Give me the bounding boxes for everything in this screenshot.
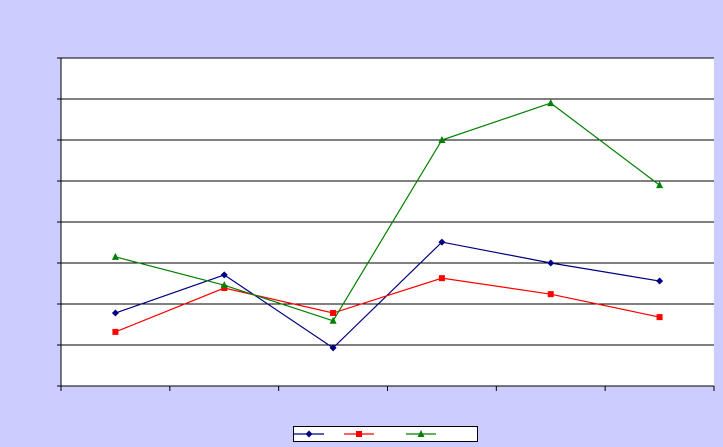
marker [438,238,446,246]
marker [438,136,446,143]
marker [220,281,228,289]
marker [438,275,445,282]
legend-marker [417,430,425,437]
series-line [115,102,660,322]
marker [656,181,664,189]
marker [111,309,119,317]
legend-box [293,426,478,442]
marker [112,328,119,335]
legend [293,426,478,442]
marker [547,259,555,267]
marker [111,252,119,260]
marker [547,291,554,298]
marker [329,316,337,324]
marker [329,344,337,352]
legend-marker [356,431,362,437]
marker [656,277,664,285]
series-line [115,277,660,333]
marker [656,314,663,321]
legend-marker [305,430,313,438]
marker [330,310,337,317]
marker [220,271,228,279]
marker [547,99,555,107]
